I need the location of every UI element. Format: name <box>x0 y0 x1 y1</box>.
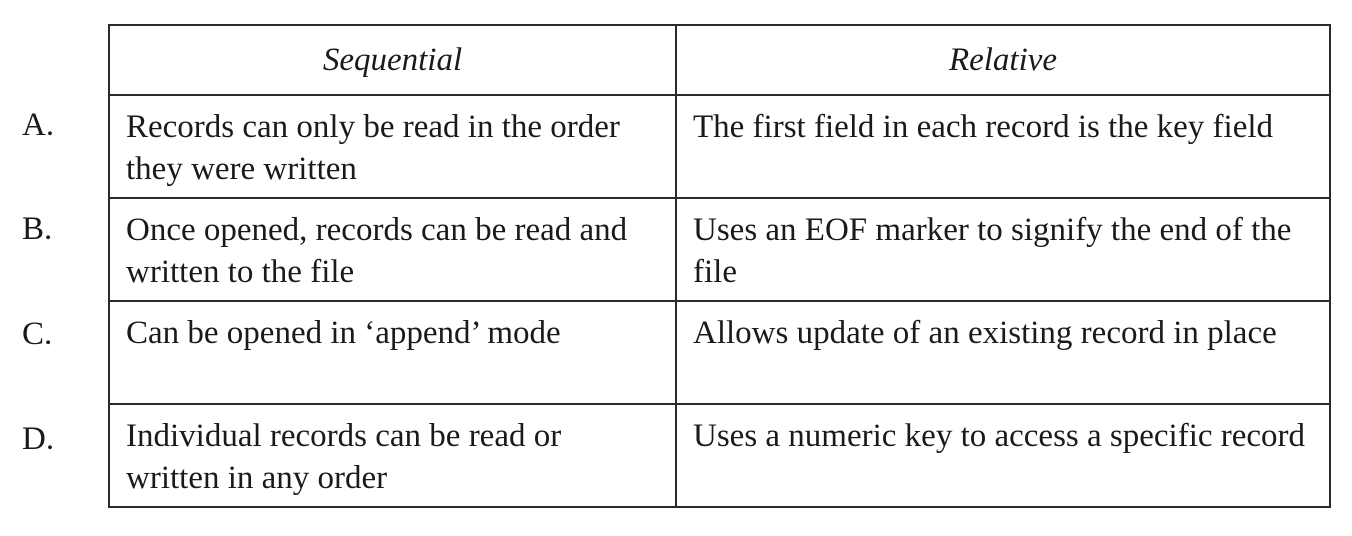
option-letter-a: A. <box>22 107 55 143</box>
table-row: Records can only be read in the order th… <box>108 94 1331 199</box>
cell-relative-a: The first field in each record is the ke… <box>675 94 1331 199</box>
cell-sequential-a: Records can only be read in the order th… <box>108 94 677 199</box>
table-row: Once opened, records can be read and wri… <box>108 197 1331 302</box>
cell-relative-c: Allows update of an existing record in p… <box>675 300 1331 405</box>
cell-relative-b: Uses an EOF marker to signify the end of… <box>675 197 1331 302</box>
cell-sequential-b: Once opened, records can be read and wri… <box>108 197 677 302</box>
cell-sequential-d: Individual records can be read or writte… <box>108 403 677 508</box>
option-letter-b: B. <box>22 211 53 247</box>
header-relative: Relative <box>675 24 1331 96</box>
option-letter-c: C. <box>22 316 53 352</box>
header-row: Sequential Relative <box>108 24 1331 96</box>
table-row: Can be opened in ‘append’ mode Allows up… <box>108 300 1331 405</box>
option-letter-d: D. <box>22 421 55 457</box>
header-sequential: Sequential <box>108 24 677 96</box>
table-row: Individual records can be read or writte… <box>108 403 1331 508</box>
cell-sequential-c: Can be opened in ‘append’ mode <box>108 300 677 405</box>
cell-relative-d: Uses a numeric key to access a specific … <box>675 403 1331 508</box>
comparison-table: Sequential Relative Records can only be … <box>108 24 1331 508</box>
